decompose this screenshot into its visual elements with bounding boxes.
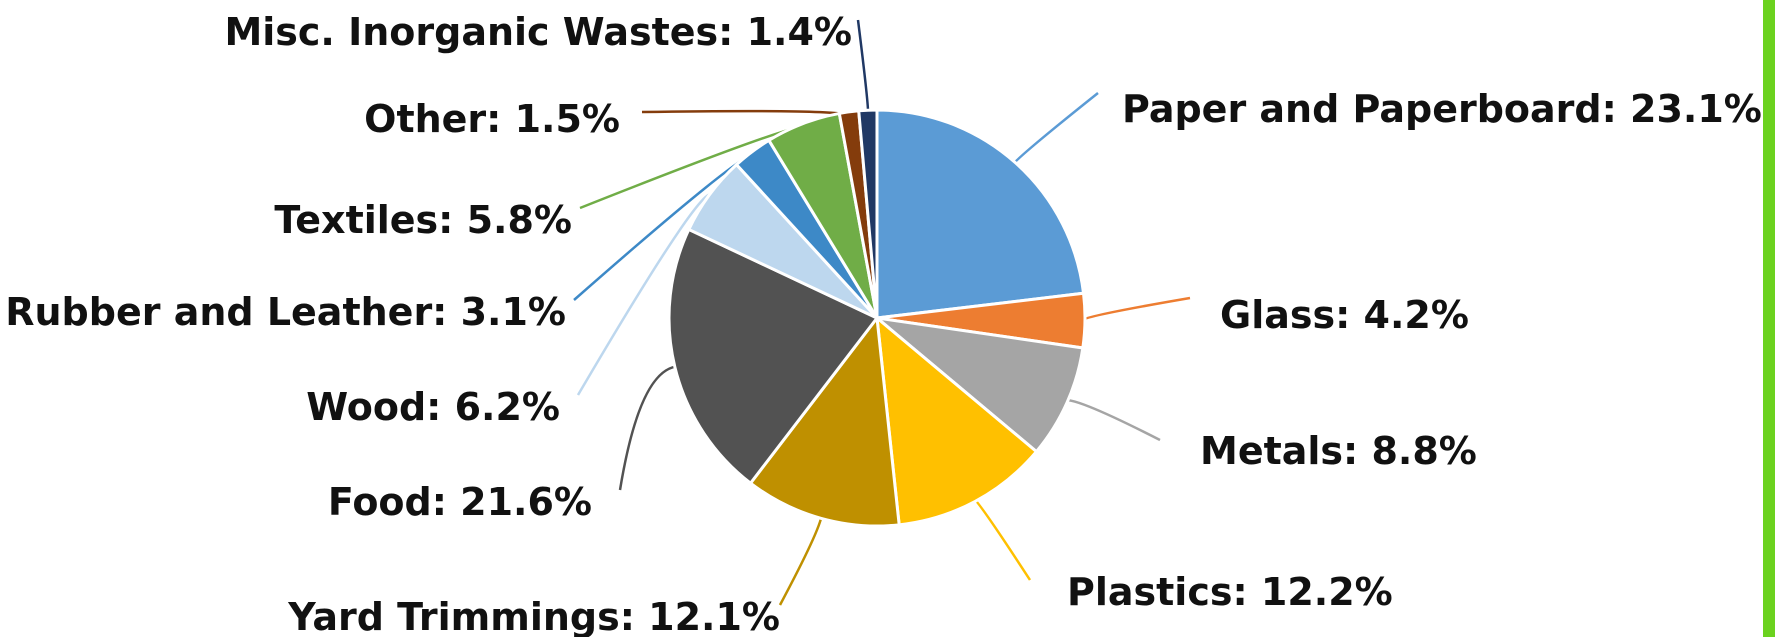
slice-label: Other: 1.5% [364, 97, 620, 141]
slice-label: Paper and Paperboard: 23.1% [1122, 87, 1762, 131]
pie-slice-food [667, 227, 880, 486]
slice-label: Plastics: 12.2% [1067, 570, 1393, 614]
pie-slice-misc-inorganic-wastes [857, 108, 879, 319]
leader-line [1062, 398, 1161, 442]
leader-line [778, 514, 824, 606]
leader-line [641, 109, 851, 118]
slice-label: Glass: 4.2% [1220, 293, 1469, 337]
accent-bar [1763, 0, 1775, 637]
data-labels: Paper and Paperboard: 23.1% Glass: 4.2% Me… [5, 10, 1762, 637]
slice-label: Food: 21.6% [328, 480, 592, 524]
leader-line [1080, 296, 1191, 322]
pie-slice-metals [871, 315, 1085, 454]
slice-label: Yard Trimmings: 12.1% [287, 595, 780, 637]
leader-line [1011, 92, 1099, 167]
slice-label: Textiles: 5.8% [274, 198, 572, 242]
pie-slice-yard-trimmings [748, 314, 901, 528]
leader-line [618, 364, 679, 491]
leader-line [972, 496, 1032, 581]
leader-line [856, 19, 870, 115]
slice-label: Wood: 6.2% [306, 385, 560, 429]
slice-label: Metals: 8.8% [1200, 429, 1477, 473]
pie-slice-paper-and-paperboard [875, 108, 1086, 320]
slice-label: Rubber and Leather: 3.1% [5, 290, 566, 334]
pie-slice-plastics [875, 314, 1039, 527]
slice-label: Misc. Inorganic Wastes: 1.4% [224, 10, 852, 54]
pie-slices [667, 108, 1087, 528]
